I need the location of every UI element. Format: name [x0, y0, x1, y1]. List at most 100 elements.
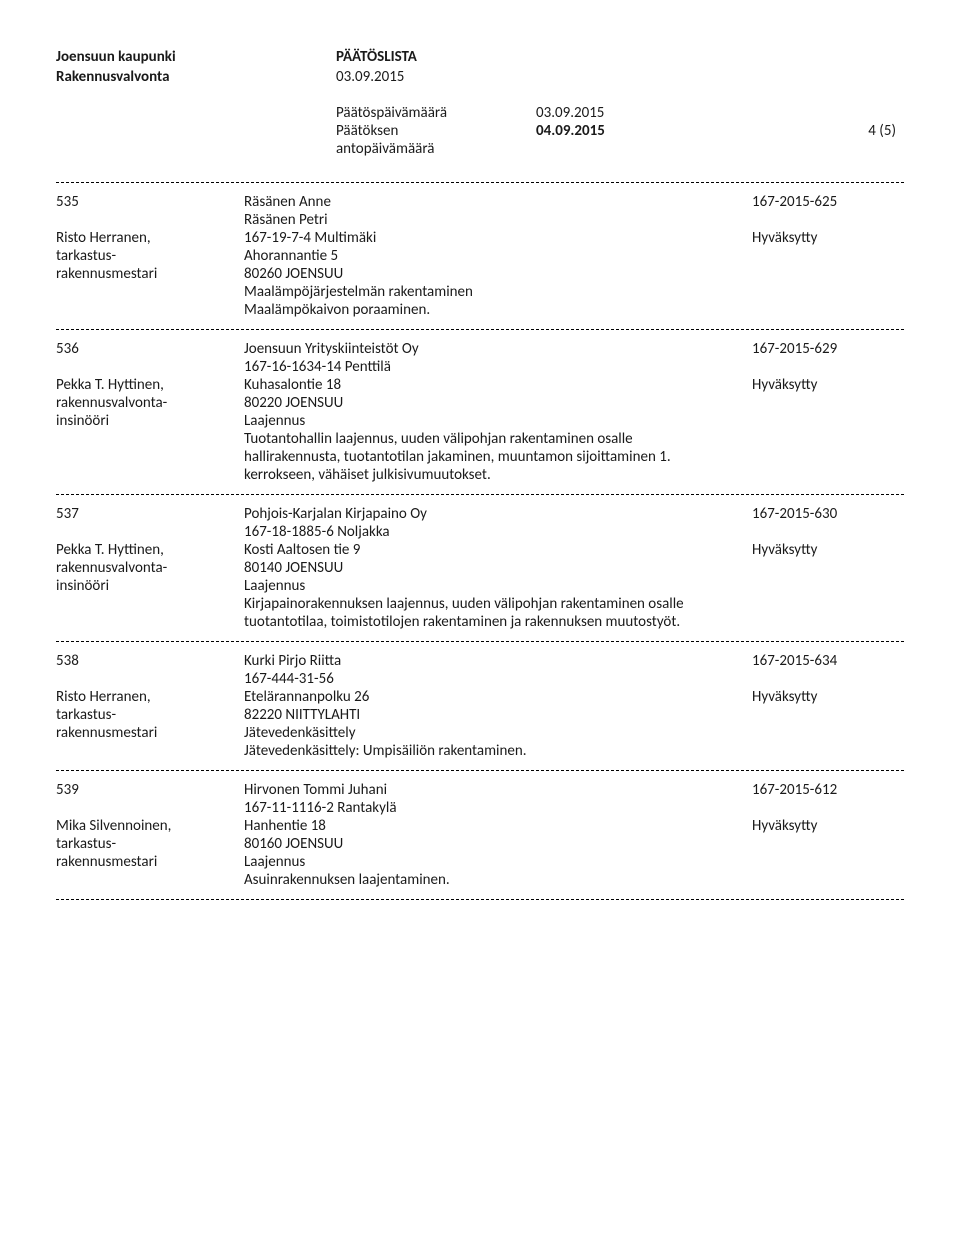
entry-detail-line: Maalämpökaivon poraaminen.	[244, 301, 704, 319]
officer-line: Mika Silvennoinen,	[56, 817, 236, 835]
entry-detail-line: 167-444-31-56	[244, 670, 704, 688]
officer-line: rakennusmestari	[56, 853, 236, 871]
entry-detail-line: Kirjapainorakennuksen laajennus, uuden v…	[244, 595, 704, 631]
entry-detail-line: 167-18-1885-6 Noljakka	[244, 523, 704, 541]
entry-detail-line: Hirvonen Tommi Juhani	[244, 781, 704, 799]
status-label: Hyväksytty	[752, 688, 904, 706]
entry-left: 537 Pekka T. Hyttinen,rakennusvalvonta-i…	[56, 505, 244, 631]
meta-block: Päätöspäivämäärä 03.09.2015 Päätöksen 04…	[336, 104, 904, 158]
entry-detail-line: Maalämpöjärjestelmän rakentaminen	[244, 283, 704, 301]
officer-line: Pekka T. Hyttinen,	[56, 376, 236, 394]
status-label: Hyväksytty	[752, 376, 904, 394]
status-label: Hyväksytty	[752, 817, 904, 835]
divider	[56, 182, 904, 183]
entry-detail-line: Räsänen Petri	[244, 211, 704, 229]
case-number: 167-2015-630	[752, 505, 904, 523]
case-number: 167-2015-629	[752, 340, 904, 358]
officer-line: rakennusmestari	[56, 724, 236, 742]
officer-line: insinööri	[56, 577, 236, 595]
divider	[56, 494, 904, 495]
entry-right: 167-2015-634 Hyväksytty	[712, 652, 904, 760]
entry-mid: Kurki Pirjo Riitta167-444-31-56Etelärann…	[244, 652, 712, 760]
officer-line: Risto Herranen,	[56, 688, 236, 706]
entry-detail-line: Jätevedenkäsittely	[244, 724, 704, 742]
entry-mid: Pohjois-Karjalan Kirjapaino Oy167-18-188…	[244, 505, 712, 631]
divider	[56, 641, 904, 642]
divider	[56, 329, 904, 330]
org-line1: Joensuun kaupunki	[56, 48, 336, 66]
entry-mid: Hirvonen Tommi Juhani167-11-1116-2 Ranta…	[244, 781, 712, 889]
entry: 537 Pekka T. Hyttinen,rakennusvalvonta-i…	[56, 505, 904, 631]
entry-detail-line: 167-11-1116-2 Rantakylä	[244, 799, 704, 817]
officer-line: rakennusmestari	[56, 265, 236, 283]
entry-mid: Joensuun Yrityskiinteistöt Oy167-16-1634…	[244, 340, 712, 484]
officer-line: tarkastus-	[56, 247, 236, 265]
entry-detail-line: Asuinrakennuksen laajentaminen.	[244, 871, 704, 889]
org-line2: Rakennusvalvonta	[56, 68, 336, 86]
meta-label-1: Päätöspäivämäärä	[336, 104, 536, 122]
meta-label-2b: antopäivämäärä	[336, 140, 536, 158]
officer-line: rakennusvalvonta-	[56, 559, 236, 577]
entry-left: 536 Pekka T. Hyttinen,rakennusvalvonta-i…	[56, 340, 244, 484]
case-number: 167-2015-625	[752, 193, 904, 211]
officer-line: tarkastus-	[56, 706, 236, 724]
entry-detail-line: Laajennus	[244, 577, 704, 595]
entry: 536 Pekka T. Hyttinen,rakennusvalvonta-i…	[56, 340, 904, 484]
case-number: 167-2015-634	[752, 652, 904, 670]
entry: 539 Mika Silvennoinen,tarkastus-rakennus…	[56, 781, 904, 889]
divider	[56, 770, 904, 771]
entry-number: 539	[56, 781, 236, 799]
entry-number: 536	[56, 340, 236, 358]
entry-left: 535 Risto Herranen,tarkastus-rakennusmes…	[56, 193, 244, 319]
entry: 535 Risto Herranen,tarkastus-rakennusmes…	[56, 193, 904, 319]
entry-left: 538 Risto Herranen,tarkastus-rakennusmes…	[56, 652, 244, 760]
entry-number: 538	[56, 652, 236, 670]
meta-page: 4 (5)	[676, 122, 904, 140]
entry-detail-line: Laajennus	[244, 853, 704, 871]
entry-detail-line: Räsänen Anne	[244, 193, 704, 211]
entry-mid: Räsänen AnneRäsänen Petri167-19-7-4 Mult…	[244, 193, 712, 319]
doc-header-row2: Rakennusvalvonta 03.09.2015	[56, 68, 904, 86]
meta-label-2a: Päätöksen	[336, 122, 536, 140]
entry-detail-line: 80220 JOENSUU	[244, 394, 704, 412]
meta-row-1: Päätöspäivämäärä 03.09.2015	[336, 104, 904, 122]
officer-line: Pekka T. Hyttinen,	[56, 541, 236, 559]
entry-detail-line: Jätevedenkäsittely: Umpisäiliön rakentam…	[244, 742, 704, 760]
entry-detail-line: 82220 NIITTYLAHTI	[244, 706, 704, 724]
entry-right: 167-2015-625 Hyväksytty	[712, 193, 904, 319]
status-label: Hyväksytty	[752, 541, 904, 559]
entry-right: 167-2015-630 Hyväksytty	[712, 505, 904, 631]
entry-detail-line: 80260 JOENSUU	[244, 265, 704, 283]
doc-date: 03.09.2015	[336, 68, 904, 86]
entry-number: 537	[56, 505, 236, 523]
entry-number: 535	[56, 193, 236, 211]
entry-detail-line: Kosti Aaltosen tie 9	[244, 541, 704, 559]
entry-detail-line: Joensuun Yrityskiinteistöt Oy	[244, 340, 704, 358]
entry-detail-line: 80160 JOENSUU	[244, 835, 704, 853]
entry-right: 167-2015-612 Hyväksytty	[712, 781, 904, 889]
entry-detail-line: Ahorannantie 5	[244, 247, 704, 265]
meta-row-3: antopäivämäärä	[336, 140, 904, 158]
meta-value-2: 04.09.2015	[536, 122, 676, 140]
case-number: 167-2015-612	[752, 781, 904, 799]
entry-detail-line: 167-16-1634-14 Penttilä	[244, 358, 704, 376]
meta-row-2: Päätöksen 04.09.2015 4 (5)	[336, 122, 904, 140]
officer-line: rakennusvalvonta-	[56, 394, 236, 412]
officer-line: insinööri	[56, 412, 236, 430]
doc-type: PÄÄTÖSLISTA	[336, 48, 904, 66]
entry-detail-line: 80140 JOENSUU	[244, 559, 704, 577]
divider	[56, 899, 904, 900]
entry-detail-line: Kurki Pirjo Riitta	[244, 652, 704, 670]
meta-value-1: 03.09.2015	[536, 104, 676, 122]
entry-detail-line: Tuotantohallin laajennus, uuden välipohj…	[244, 430, 704, 484]
entry: 538 Risto Herranen,tarkastus-rakennusmes…	[56, 652, 904, 760]
entry-left: 539 Mika Silvennoinen,tarkastus-rakennus…	[56, 781, 244, 889]
entry-detail-line: Hanhentie 18	[244, 817, 704, 835]
entry-detail-line: Pohjois-Karjalan Kirjapaino Oy	[244, 505, 704, 523]
entry-detail-line: Etelärannanpolku 26	[244, 688, 704, 706]
entry-detail-line: Laajennus	[244, 412, 704, 430]
entry-detail-line: 167-19-7-4 Multimäki	[244, 229, 704, 247]
entries-container: 535 Risto Herranen,tarkastus-rakennusmes…	[56, 193, 904, 900]
doc-header: Joensuun kaupunki PÄÄTÖSLISTA	[56, 48, 904, 66]
entry-detail-line: Kuhasalontie 18	[244, 376, 704, 394]
